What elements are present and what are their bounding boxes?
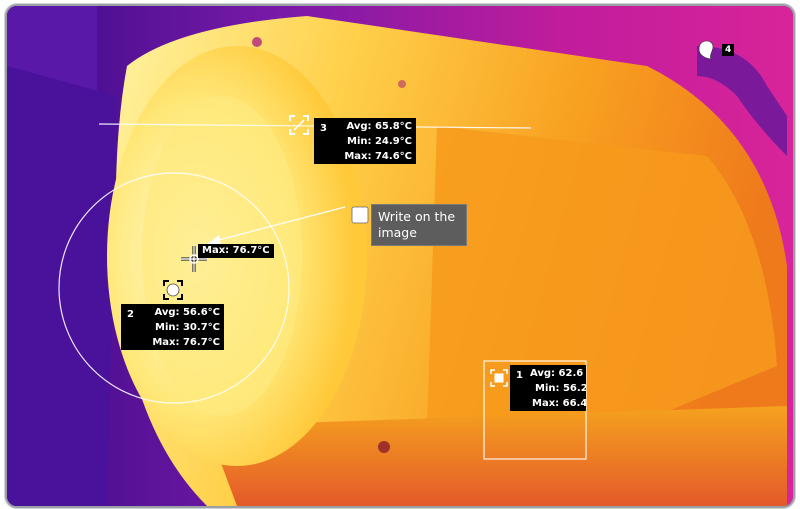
measurement-overlay: 3 Avg: 65.8°C Min: 24.9°C Max: 74.6°C Wr… [7,6,793,506]
line-measurement-3-readout: 3 Avg: 65.8°C Min: 24.9°C Max: 74.6°C [314,118,416,164]
thermal-image-frame: 3 Avg: 65.8°C Min: 24.9°C Max: 74.6°C Wr… [5,4,795,508]
marker-number-badge: 4 [722,44,735,56]
area-measurement-1-readout: 1 Avg: 62.6 Min: 56.2 Max: 66.4 [510,365,586,411]
line-tool-icon[interactable] [288,114,310,136]
circle-tool-icon[interactable] [162,279,184,301]
avg-value: Avg: 56.6°C [154,307,220,318]
note-icon[interactable] [351,206,369,224]
min-value: Min: 24.9°C [347,136,412,147]
min-value: Min: 56.2 [535,383,586,394]
measurement-number: 2 [127,309,134,320]
measurement-number: 1 [516,370,523,381]
crosshair-icon[interactable] [179,244,209,274]
avg-value: Avg: 62.6 [530,368,584,379]
min-value: Min: 30.7°C [155,322,220,333]
square-tool-icon[interactable] [490,369,508,387]
avg-value: Avg: 65.8°C [346,121,412,132]
measurement-number: 3 [320,123,327,134]
marker-drop-icon[interactable] [697,39,717,61]
max-value: Max: 76.7°C [152,337,220,348]
annotation-note[interactable]: Write on the image [371,204,467,246]
max-value: Max: 66.4 [532,398,586,409]
hotspot-max-label: Max: 76.7°C [198,244,274,258]
max-value: Max: 74.6°C [344,151,412,162]
circle-measurement-2-readout: 2 Avg: 56.6°C Min: 30.7°C Max: 76.7°C [121,304,224,350]
